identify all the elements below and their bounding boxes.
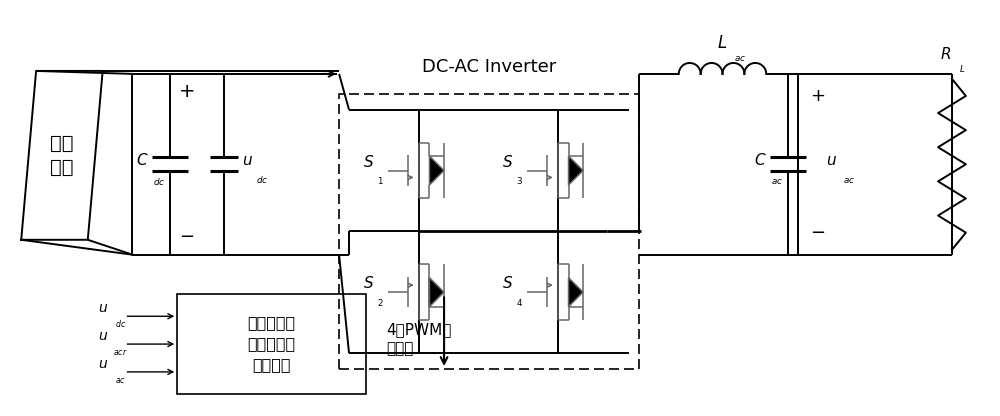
Text: −: −: [810, 224, 825, 242]
Bar: [339, 94, 639, 369]
Polygon shape: [569, 278, 583, 307]
Text: $_{dc}$: $_{dc}$: [256, 172, 268, 185]
Text: $_L$: $_L$: [959, 62, 965, 75]
Text: $_{ac}$: $_{ac}$: [734, 51, 746, 64]
Text: $u$: $u$: [98, 329, 108, 343]
Text: $_{dc}$: $_{dc}$: [115, 319, 126, 332]
Polygon shape: [569, 156, 583, 185]
Text: +: +: [810, 87, 825, 105]
Text: $u$: $u$: [98, 301, 108, 315]
Text: $_4$: $_4$: [516, 296, 523, 309]
Text: $u$: $u$: [826, 153, 837, 168]
Text: DC-AC Inverter: DC-AC Inverter: [422, 58, 556, 76]
Text: 模糊神经全
局快速终端
滑模控制: 模糊神经全 局快速终端 滑模控制: [247, 316, 296, 373]
Text: $u$: $u$: [98, 357, 108, 371]
Text: $_{dc}$: $_{dc}$: [153, 174, 165, 187]
Text: −: −: [180, 228, 195, 246]
Text: 4路PWM控
制信号: 4路PWM控 制信号: [386, 322, 451, 357]
Text: +: +: [179, 82, 195, 101]
Text: $u$: $u$: [242, 153, 253, 168]
Text: $_2$: $_2$: [377, 296, 384, 309]
Text: $_1$: $_1$: [377, 174, 384, 187]
Text: $_{ac}$: $_{ac}$: [771, 174, 783, 187]
Text: $C$: $C$: [136, 152, 148, 168]
Text: $_{acr}$: $_{acr}$: [113, 348, 128, 358]
Polygon shape: [429, 156, 444, 185]
Text: $S$: $S$: [502, 154, 514, 170]
Text: 光伏
系统: 光伏 系统: [50, 134, 74, 177]
Text: $S$: $S$: [363, 154, 374, 170]
Text: $_{ac}$: $_{ac}$: [843, 173, 855, 186]
Text: $_{ac}$: $_{ac}$: [115, 376, 126, 386]
Polygon shape: [429, 278, 444, 307]
Text: $L$: $L$: [717, 34, 728, 52]
Text: $C$: $C$: [754, 152, 766, 168]
Text: $S$: $S$: [502, 275, 514, 291]
Text: $S$: $S$: [363, 275, 374, 291]
Text: $R$: $R$: [940, 46, 952, 62]
Bar: [177, 295, 366, 394]
Text: $_3$: $_3$: [516, 174, 523, 187]
